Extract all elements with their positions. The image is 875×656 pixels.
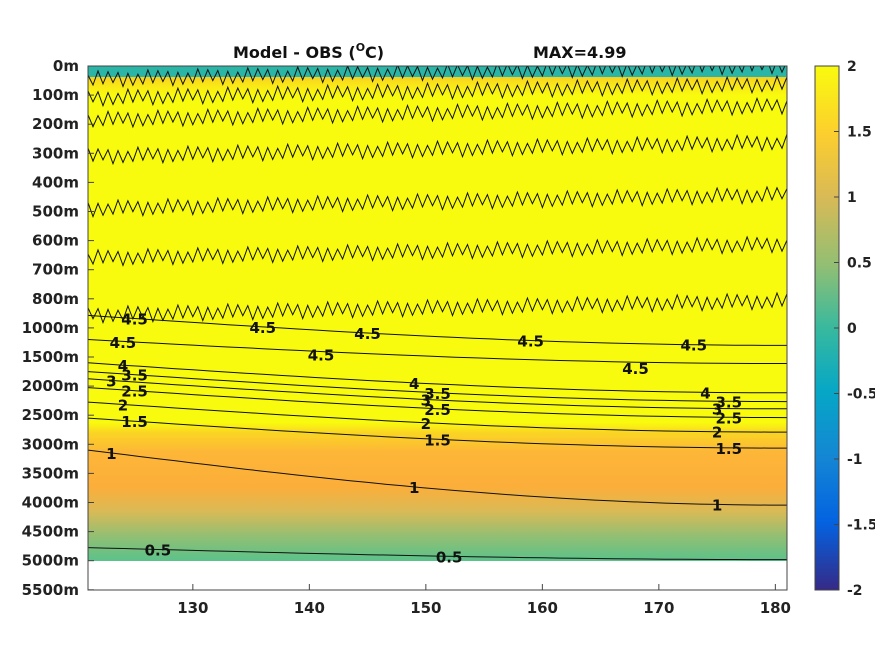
x-tick-label: 160 [527,599,558,617]
x-tick-label: 150 [410,599,441,617]
y-tick-label: 100m [32,86,79,104]
contour-label: 4.5 [517,333,544,351]
colorbar-tick-label: -0.5 [847,387,875,403]
x-tick-label: 170 [643,599,674,617]
noisy-contour-line [88,291,787,324]
chart-title: Model - OBS (OC) [233,41,384,62]
y-axis: 0m 100m 200m 300m 400m 500m 600m 700m 800m 1000m 1… [22,57,94,599]
contour-label: 2.5 [121,383,148,401]
noisy-contours [88,66,787,324]
colorbar-tick-label: -1.5 [847,518,875,534]
contour-line [88,401,787,433]
contour-label: 4.5 [249,319,276,337]
y-tick-label: 2000m [22,377,79,395]
contour-label: 1.5 [424,431,451,449]
contour-label: 3 [421,391,431,409]
colorbar-tick-label: 1 [847,190,857,206]
contour-line [88,387,787,419]
contour-label: 4 [118,357,128,375]
y-tick-label: 200m [32,115,79,133]
contour-label: 1.5 [121,413,148,431]
y-tick-label: 3000m [22,435,79,453]
contour-line [88,417,787,449]
y-tick-label: 700m [32,261,79,279]
colorbar-axis: 2 1.5 1 0.5 0 -0.5 -1 -1.5 -2 [834,59,875,599]
contour-label: 2 [118,396,128,414]
contour-line [88,362,787,394]
contour-label: 4.5 [110,334,137,352]
y-tick-label: 1000m [22,319,79,337]
contour-label: 3 [712,400,722,418]
contour-line [88,547,787,561]
y-tick-label: 800m [32,290,79,308]
contour-label: 0.5 [145,541,172,559]
contour-label: 4.5 [622,360,649,378]
contour-label: 2 [712,424,722,442]
contour-label: 2 [421,415,431,433]
max-label: MAX=4.99 [533,43,627,62]
contour-label: 1 [712,496,722,514]
noisy-contour-line [88,66,786,88]
x-tick-label: 140 [294,599,325,617]
contour-label: 4.5 [354,325,381,343]
contour-label: 2.5 [715,409,742,427]
contour-line [88,371,787,403]
noisy-contour-line [88,185,787,218]
y-tick-label: 1500m [22,348,79,366]
y-tick-label: 5500m [22,581,79,599]
y-tick-label: 400m [32,173,79,191]
contour-label: 4.5 [308,347,335,365]
y-tick-label: 300m [32,144,79,162]
contour-label: 4 [700,384,710,402]
x-axis: 130 140 150 160 170 180 [177,584,791,617]
contour-line [88,378,787,410]
contour-label: 1 [106,445,116,463]
y-tick-label: 3500m [22,464,79,482]
contour-label: 3 [106,372,116,390]
contour-line [88,314,787,346]
x-tick-label: 130 [177,599,208,617]
surface-band [88,66,787,77]
colorbar-tick-label: -1 [847,452,863,468]
colorbar-tick-label: 1.5 [847,125,872,141]
contour-label: 3.5 [424,385,451,403]
y-tick-label: 600m [32,232,79,250]
noisy-contour-line [88,74,787,108]
y-tick-label: 2500m [22,406,79,424]
contour-label: 4 [409,375,419,393]
contour-label: 4.5 [681,337,708,355]
colorbar-tick-label: -2 [847,583,863,599]
contour-label: 0.5 [436,548,463,566]
smooth-contours [88,314,787,561]
contour-label: 1.5 [715,440,742,458]
contour-label: 2.5 [424,401,451,419]
y-tick-label: 4000m [22,494,79,512]
y-tick-label: 500m [32,203,79,221]
colorbar-tick-label: 0 [847,321,857,337]
contour-line [88,339,787,364]
contour-label: 4.5 [121,311,148,329]
noisy-contour-line [88,96,787,129]
noisy-contour-line [88,133,787,166]
contour-label: 3.5 [121,367,148,385]
y-tick-label: 5000m [22,552,79,570]
y-tick-label: 4500m [22,523,79,541]
noisy-contour-line [88,235,787,267]
y-tick-label: 0m [53,57,79,75]
contour-line [88,449,787,506]
contour-label: 1 [409,479,419,497]
colorbar-tick-label: 0.5 [847,256,872,272]
contour-label: 3.5 [715,393,742,411]
colorbar-tick-label: 2 [847,59,857,75]
x-tick-label: 180 [760,599,791,617]
